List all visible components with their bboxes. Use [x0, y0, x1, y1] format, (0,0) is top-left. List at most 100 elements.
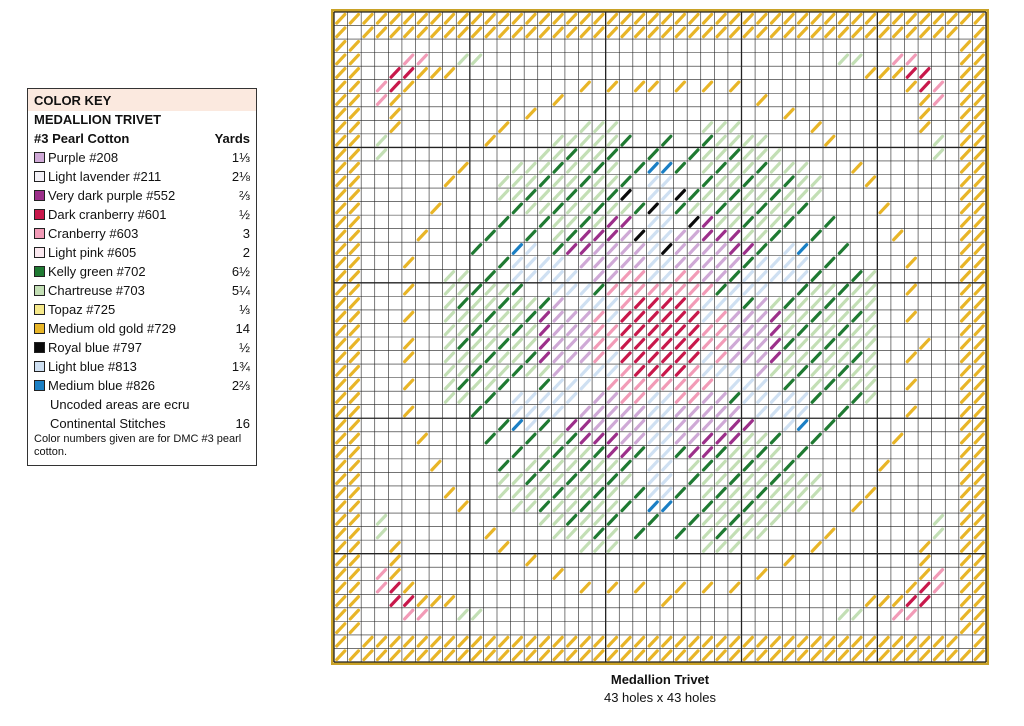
stitch	[647, 229, 659, 242]
stitch	[403, 351, 415, 364]
color-footnote: Color numbers given are for DMC #3 pearl…	[34, 433, 242, 458]
stitch	[335, 554, 347, 567]
stitch	[905, 310, 917, 323]
stitch	[525, 337, 537, 350]
stitch	[783, 405, 795, 418]
stitch	[403, 310, 415, 323]
stitch	[552, 215, 564, 228]
color-swatch	[34, 266, 45, 277]
stitch	[538, 26, 551, 39]
stitch	[335, 622, 347, 635]
stitch	[824, 378, 836, 391]
stitch	[511, 243, 524, 255]
stitch	[959, 527, 972, 540]
stitch	[335, 121, 347, 134]
stitch	[525, 554, 537, 567]
stitch	[959, 243, 972, 255]
stitch	[335, 635, 347, 648]
stitch	[783, 324, 795, 337]
stitch	[348, 581, 361, 594]
stitch	[620, 134, 632, 147]
stitch	[701, 540, 714, 553]
stitch	[742, 26, 754, 39]
stitch	[701, 229, 714, 242]
stitch	[810, 121, 822, 134]
color-yards: 2⅔	[231, 378, 250, 393]
stitch	[715, 188, 727, 201]
stitch	[620, 202, 632, 215]
stitch	[348, 649, 361, 662]
stitch	[973, 540, 985, 553]
stitch	[403, 581, 415, 594]
stitch	[348, 107, 361, 120]
stitch	[810, 432, 822, 445]
stitch	[566, 134, 578, 147]
stitch	[756, 148, 768, 161]
stitch	[348, 419, 361, 431]
stitch	[932, 568, 945, 580]
stitch	[348, 568, 361, 580]
stitch	[511, 486, 524, 499]
stitch	[959, 53, 972, 66]
stitch	[810, 540, 822, 553]
stitch	[348, 256, 361, 269]
stitch	[729, 473, 741, 486]
stitch	[552, 351, 564, 364]
stitch	[620, 188, 632, 201]
stitch	[375, 635, 388, 648]
stitch	[756, 405, 768, 418]
stitch	[701, 405, 714, 418]
stitch	[973, 459, 985, 472]
stitch	[919, 649, 931, 662]
stitch	[552, 310, 564, 323]
stitch	[552, 148, 564, 161]
stitch	[470, 283, 483, 296]
stitch	[796, 486, 809, 499]
stitch	[362, 26, 374, 39]
stitch	[538, 392, 551, 404]
stitch	[783, 256, 795, 269]
stitch	[552, 459, 564, 472]
stitch	[348, 486, 361, 499]
stitch	[729, 378, 741, 391]
stitch	[674, 446, 687, 459]
stitch	[593, 446, 605, 459]
stitch	[661, 188, 673, 201]
stitch	[701, 432, 714, 445]
stitch	[756, 432, 768, 445]
stitch	[348, 148, 361, 161]
stitch	[525, 229, 537, 242]
stitch	[742, 337, 754, 350]
stitch	[525, 107, 537, 120]
stitch	[389, 121, 401, 134]
stitch	[810, 649, 822, 662]
stitch	[620, 446, 632, 459]
stitch	[715, 649, 727, 662]
stitch	[484, 649, 496, 662]
stitch	[525, 175, 537, 188]
stitch	[715, 134, 727, 147]
stitch	[959, 486, 972, 499]
stitch	[538, 364, 551, 377]
stitch	[416, 53, 428, 66]
stitch	[661, 243, 673, 255]
stitch	[959, 459, 972, 472]
stitch	[633, 649, 646, 662]
stitch	[959, 513, 972, 526]
stitch	[973, 215, 985, 228]
stitch	[701, 527, 714, 540]
grid-lines	[333, 11, 987, 663]
stitch	[525, 243, 537, 255]
stitch	[552, 432, 564, 445]
stitch	[905, 608, 917, 621]
stitch	[701, 310, 714, 323]
stitch	[403, 67, 415, 79]
stitch	[498, 324, 510, 337]
stitch	[511, 26, 524, 39]
stitch	[783, 500, 795, 513]
stitch	[525, 270, 537, 282]
stitch	[335, 53, 347, 66]
stitch	[674, 161, 687, 174]
color-row: Purple #208 1⅓	[28, 148, 256, 167]
stitch	[389, 540, 401, 553]
